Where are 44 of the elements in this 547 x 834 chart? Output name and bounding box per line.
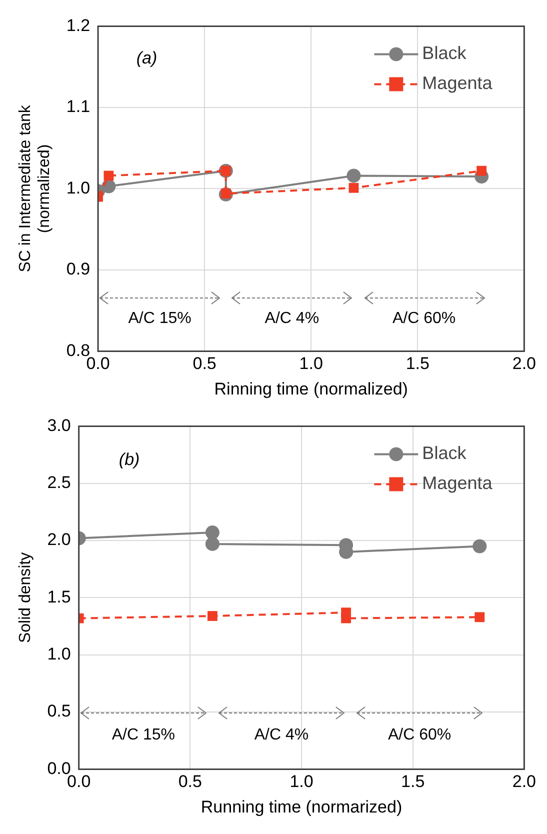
x-tick-label: 1.5 [401, 772, 425, 792]
annotation: A/C 4% [264, 310, 320, 328]
y-tick-label: 1.1 [66, 97, 90, 116]
y-tick-label: 1.2 [66, 16, 90, 35]
y-tick-label: 0.9 [66, 260, 90, 279]
annotation: A/C 15% [112, 726, 175, 744]
annotation: A/C 60% [392, 310, 456, 328]
x-tick-label: 1.5 [406, 354, 430, 374]
point [474, 612, 485, 622]
y-axis-title: SC in Intermediate tank (normalized) [17, 104, 54, 272]
y-tick-label: 2.0 [47, 530, 71, 550]
point [205, 526, 220, 540]
x-tick-label: 0.5 [192, 354, 216, 374]
y-axis-title: Solid density [17, 552, 34, 644]
point [341, 613, 351, 624]
annotation: A/C 15% [128, 310, 192, 328]
x-axis-title: Rinning time (normalized) [214, 379, 408, 398]
point [346, 168, 361, 183]
point [207, 611, 218, 621]
point [104, 170, 114, 181]
annotation: A/C 4% [254, 726, 309, 744]
legend-label: Magenta [422, 473, 494, 494]
x-tick-label: 2.0 [512, 354, 536, 374]
x-tick-label: 1.0 [299, 354, 323, 374]
legend-label: Black [422, 43, 468, 64]
y-tick-label: 1.5 [47, 587, 71, 606]
legend-label: Magenta [422, 73, 494, 94]
y-tick-label: 1.0 [47, 644, 71, 664]
legend-label: Black [422, 443, 468, 464]
annotation: A/C 60% [388, 726, 452, 744]
y-tick-label: 3.0 [47, 416, 71, 435]
text: (b) [118, 450, 140, 470]
text: (a) [136, 48, 158, 68]
point [472, 539, 487, 554]
point [476, 166, 487, 176]
y-tick-label: 1.0 [66, 178, 90, 198]
y-tick-label: 2.5 [47, 473, 71, 492]
x-tick-label: 1.0 [290, 772, 314, 792]
point [348, 182, 359, 193]
y-tick-label: 0.5 [47, 702, 71, 721]
x-tick-label: 2.0 [512, 772, 536, 792]
x-tick-label: 0.5 [178, 772, 202, 792]
point [205, 536, 220, 551]
x-axis-title: Running time (normarized) [200, 797, 402, 816]
